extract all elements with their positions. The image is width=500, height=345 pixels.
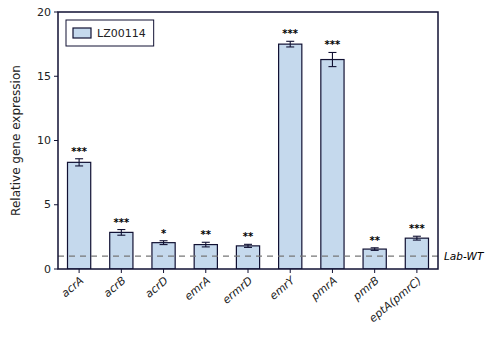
x-tick-label: acrD [143,274,171,301]
significance-label: ** [369,235,380,246]
x-tick [163,269,164,273]
y-tick-label: 5 [44,198,51,211]
y-tick-label: 10 [37,134,51,147]
error-bar [117,230,125,236]
x-tick-label: pmrB [350,274,382,304]
significance-label: ** [243,231,254,242]
y-tick-label: 15 [37,70,51,83]
x-tick [332,269,333,273]
significance-label: *** [113,217,129,228]
error-bar [160,241,168,245]
bar [68,162,91,269]
x-tick-label: emrY [267,273,298,302]
x-tick [205,269,206,273]
bar [321,60,344,269]
legend: LZ00114 [66,20,154,46]
significance-label: * [161,228,167,239]
bar [279,44,302,269]
reference-line [58,255,438,256]
error-bar [202,242,210,247]
plot-area [58,41,438,269]
bar [363,249,386,269]
error-bar [75,159,83,166]
error-bar [328,52,336,66]
error-bar [286,41,294,47]
x-tick [416,269,417,273]
y-tick-label: 20 [37,6,51,19]
x-tick [79,269,80,273]
x-tick-label: acrB [101,274,128,300]
error-bar [371,248,379,251]
legend-swatch [73,28,91,38]
error-bar [244,244,252,247]
reference-label: Lab-WT [444,250,485,262]
x-tick-label: eptA(pmrC) [367,274,424,325]
bar [110,232,133,269]
plot-frame [58,12,438,269]
x-tick-label: acrA [59,274,86,300]
x-tick [248,269,249,273]
legend-label: LZ00114 [97,27,146,40]
y-tick-label: 0 [44,263,51,276]
significance-label: ** [201,229,212,240]
x-tick-label: pmrA [308,274,340,304]
y-axis-label: Relative gene expression [9,65,23,216]
significance-label: *** [282,28,298,39]
x-tick-label: ermrD [220,274,255,306]
legend-frame [66,20,154,46]
chart: 05101520Relative gene expressionLab-WT**… [0,0,500,345]
x-tick [374,269,375,273]
x-tick [290,269,291,273]
bar [405,238,428,269]
significance-label: *** [409,223,425,234]
significance-label: *** [71,146,87,157]
error-bar [413,236,421,240]
x-tick [121,269,122,273]
bar [236,246,259,269]
significance-label: *** [325,39,341,50]
x-tick-label: emrA [182,274,213,303]
